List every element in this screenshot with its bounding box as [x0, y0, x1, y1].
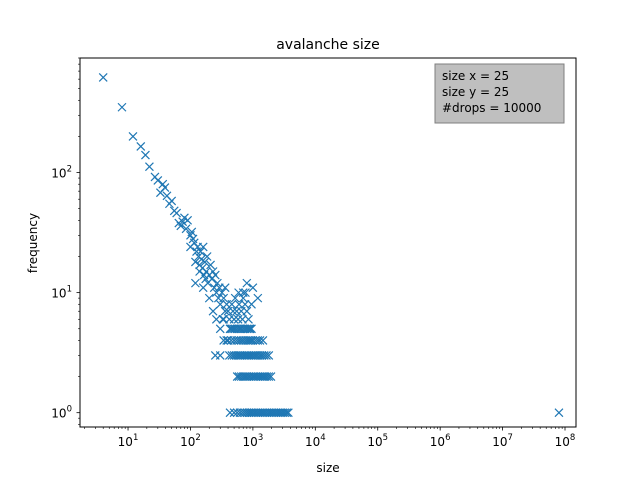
x-tick-label: 102 — [180, 433, 201, 449]
data-point — [248, 283, 258, 293]
data-point — [283, 408, 293, 418]
data-point — [117, 102, 127, 112]
data-point — [172, 208, 182, 218]
x-tick-label: 106 — [430, 433, 451, 449]
data-point — [554, 408, 564, 418]
data-point — [236, 335, 246, 345]
data-point — [202, 252, 212, 261]
data-point — [217, 288, 227, 298]
annotation-line-2: size y = 25 — [442, 85, 509, 99]
data-point — [215, 350, 225, 360]
data-point — [195, 267, 205, 276]
data-point — [253, 293, 263, 303]
data-point — [247, 324, 256, 334]
y-tick-label: 102 — [51, 165, 72, 181]
x-tick-label: 105 — [367, 433, 388, 449]
y-tick-label: 100 — [51, 405, 72, 421]
data-point — [228, 306, 238, 316]
data-point — [186, 242, 195, 252]
data-point — [219, 293, 229, 303]
data-point — [167, 196, 177, 206]
data-point — [196, 247, 205, 256]
x-tick-label: 107 — [492, 433, 513, 449]
data-point — [136, 142, 146, 151]
data-point — [242, 306, 252, 316]
axes-frame — [79, 57, 577, 428]
annotation-line-3: #drops = 10000 — [442, 101, 541, 115]
data-point — [181, 224, 191, 234]
data-point — [244, 324, 253, 334]
data-point — [227, 299, 237, 309]
data-point — [211, 314, 221, 324]
x-tick-label: 104 — [305, 433, 326, 449]
data-point — [255, 335, 265, 345]
data-point — [219, 335, 229, 345]
data-point — [241, 288, 250, 298]
data-point — [98, 73, 108, 82]
data-point — [141, 150, 150, 160]
x-axis-label: size — [316, 461, 339, 475]
x-axis: 101 102 103 104 105 106 107 108 — [84, 427, 575, 449]
chart-title: avalanche size — [276, 37, 380, 53]
data-point — [198, 242, 208, 252]
data-point — [246, 335, 256, 345]
data-point — [244, 314, 253, 324]
data-point — [153, 176, 163, 185]
data-point — [208, 306, 218, 316]
data-point — [234, 335, 244, 345]
data-point — [215, 324, 225, 334]
data-point — [218, 314, 228, 324]
data-point — [238, 288, 248, 298]
data-point — [282, 408, 292, 418]
data-point — [225, 408, 235, 418]
x-tick-label: 101 — [118, 433, 139, 449]
data-point — [187, 227, 197, 237]
data-point — [190, 278, 200, 288]
data-point — [229, 314, 239, 324]
y-axis: 100 101 102 — [51, 57, 80, 425]
data-point — [210, 270, 220, 280]
data-point — [204, 293, 214, 303]
data-point — [206, 260, 216, 270]
data-point — [220, 283, 230, 293]
y-tick-label: 101 — [51, 285, 72, 301]
x-tick-label: 108 — [555, 433, 576, 449]
data-point — [262, 372, 272, 381]
data-point — [240, 299, 250, 309]
data-point — [255, 350, 265, 360]
data-point — [230, 293, 240, 303]
data-point — [266, 372, 276, 381]
data-point — [160, 183, 170, 192]
data-point — [220, 306, 230, 316]
data-point — [242, 278, 252, 288]
y-axis-label: frequency — [26, 213, 40, 273]
data-point — [233, 314, 243, 324]
data-point — [144, 162, 154, 172]
data-point — [183, 215, 193, 225]
data-point — [245, 324, 255, 334]
annotation-line-1: size x = 25 — [442, 69, 509, 83]
data-point — [198, 283, 208, 293]
data-point — [200, 257, 210, 267]
data-points — [98, 73, 564, 418]
data-point — [262, 350, 271, 360]
annotation-background — [434, 63, 565, 124]
data-point — [253, 350, 263, 360]
x-tick-label: 103 — [243, 433, 264, 449]
data-point — [280, 408, 290, 418]
data-point — [238, 335, 248, 345]
annotation-box: size x = 25 size y = 25 #drops = 10000 — [434, 63, 565, 124]
data-point — [257, 350, 267, 360]
data-point — [212, 278, 222, 288]
data-point — [238, 408, 247, 418]
data-point — [264, 350, 274, 360]
data-point — [264, 372, 274, 381]
data-point — [227, 350, 237, 360]
data-point — [258, 335, 268, 345]
data-point — [215, 299, 225, 309]
data-point — [128, 132, 138, 141]
